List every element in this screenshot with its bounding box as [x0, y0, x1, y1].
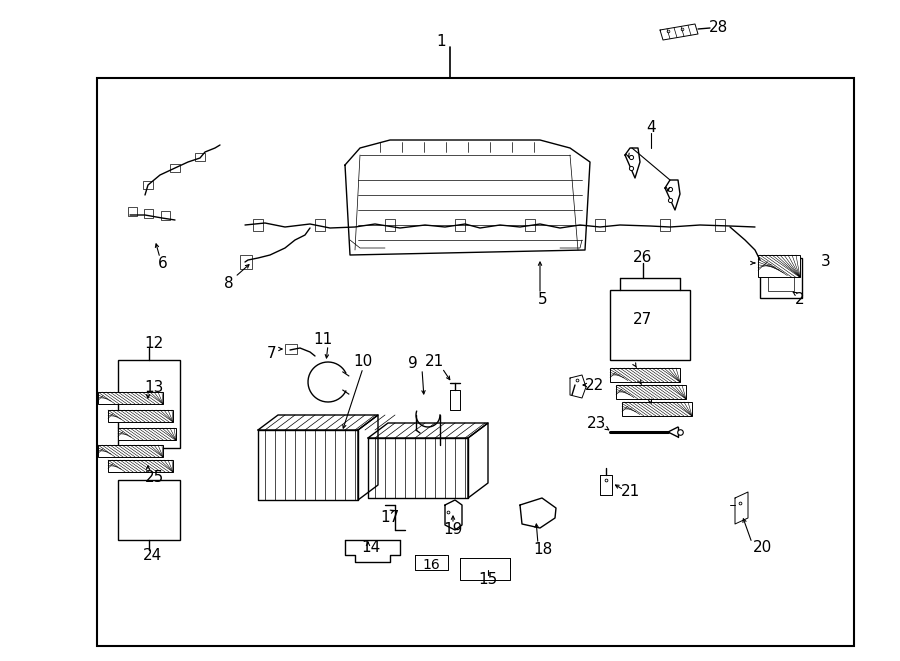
Bar — [118, 360, 180, 448]
Bar — [161, 211, 170, 220]
Text: 8: 8 — [224, 276, 234, 290]
Bar — [128, 207, 137, 216]
Bar — [622, 402, 692, 416]
Bar — [715, 219, 725, 231]
Bar — [253, 219, 263, 231]
Bar — [385, 219, 395, 231]
Text: 6: 6 — [158, 256, 168, 270]
Bar — [595, 219, 605, 231]
Bar — [143, 181, 153, 189]
Bar — [97, 78, 854, 646]
Text: 19: 19 — [444, 522, 463, 537]
Text: 3: 3 — [821, 254, 831, 270]
Text: 17: 17 — [381, 510, 400, 525]
Text: 1: 1 — [436, 34, 446, 50]
Bar — [170, 164, 180, 172]
Bar — [98, 392, 163, 404]
Bar — [144, 209, 153, 218]
Text: 9: 9 — [408, 356, 418, 371]
Text: 28: 28 — [708, 20, 727, 36]
Text: 4: 4 — [646, 120, 656, 136]
Text: 12: 12 — [144, 336, 164, 352]
Bar — [758, 255, 800, 277]
Bar — [768, 265, 794, 291]
Text: 2: 2 — [796, 293, 805, 307]
Text: 16: 16 — [422, 558, 440, 572]
Bar — [610, 368, 680, 382]
Bar — [455, 219, 465, 231]
Bar — [240, 255, 252, 269]
Text: 13: 13 — [144, 381, 164, 395]
Bar — [118, 480, 180, 540]
Bar — [285, 344, 297, 354]
Bar — [616, 385, 686, 399]
Text: 23: 23 — [588, 416, 607, 432]
Text: 27: 27 — [634, 313, 652, 327]
Text: 15: 15 — [479, 572, 498, 588]
Bar — [98, 445, 163, 457]
Text: 22: 22 — [584, 377, 604, 393]
Text: 5: 5 — [538, 293, 548, 307]
Bar — [660, 219, 670, 231]
Bar — [760, 258, 802, 298]
Text: 21: 21 — [426, 354, 445, 369]
Bar — [108, 460, 173, 472]
Text: 25: 25 — [144, 469, 164, 485]
Bar — [108, 410, 173, 422]
Text: 24: 24 — [142, 547, 162, 563]
Text: 26: 26 — [634, 251, 652, 266]
Bar — [315, 219, 325, 231]
Bar — [525, 219, 535, 231]
Text: 20: 20 — [752, 541, 771, 555]
Text: 18: 18 — [534, 543, 553, 557]
Text: 11: 11 — [313, 332, 333, 348]
Text: 10: 10 — [354, 354, 373, 369]
Text: 7: 7 — [267, 346, 277, 362]
Text: 21: 21 — [620, 485, 640, 500]
Bar — [610, 290, 690, 360]
Text: 14: 14 — [362, 541, 381, 555]
Bar — [118, 428, 176, 440]
Bar — [195, 153, 205, 161]
